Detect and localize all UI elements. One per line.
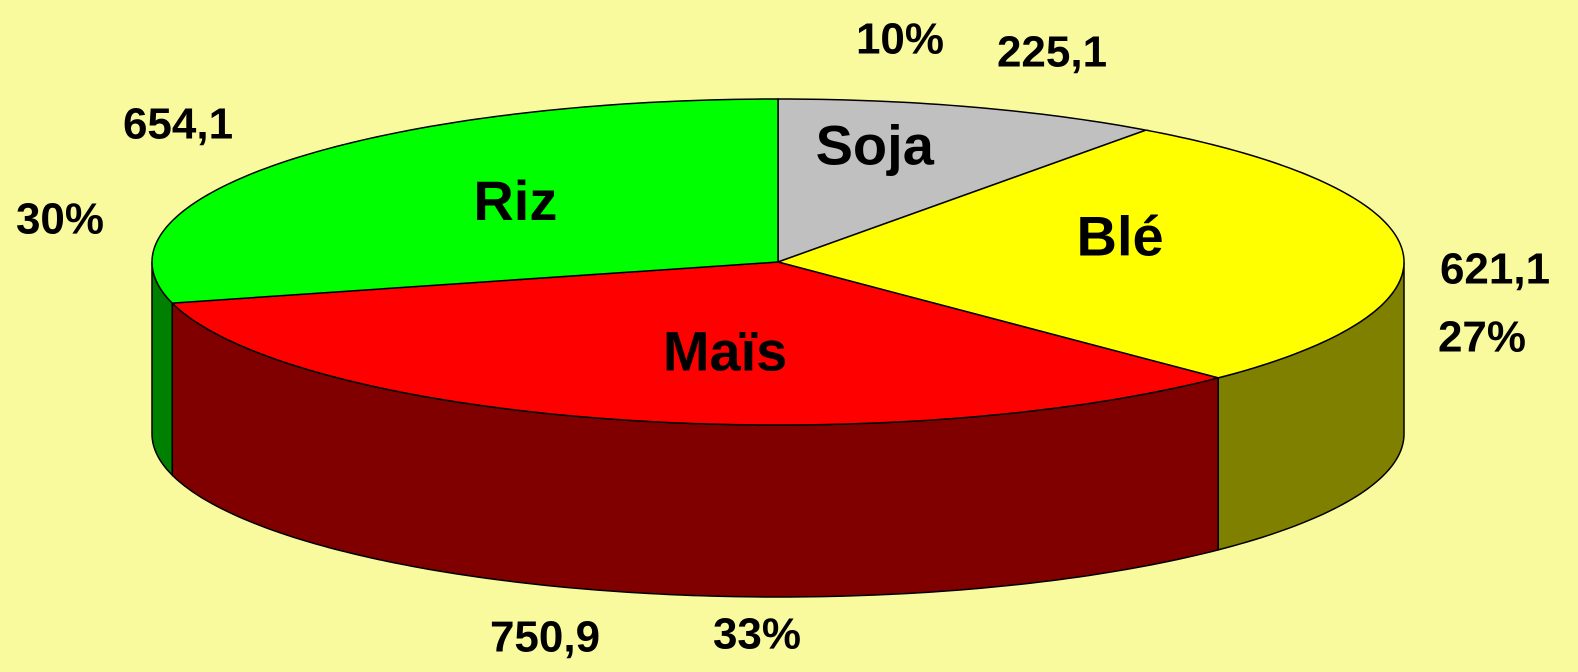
category-label: Blé [1077, 205, 1164, 268]
slice [777, 98, 1149, 264]
percentage-label: 27% [1438, 313, 1526, 362]
percentage-label: 33% [713, 610, 801, 659]
slice [151, 98, 779, 304]
value-label: 654,1 [123, 100, 233, 149]
category-label: Soja [816, 113, 935, 176]
category-label: Riz [473, 169, 557, 232]
slice [775, 129, 1405, 379]
percentage-label: 30% [16, 195, 104, 244]
percentage-label: 10% [856, 15, 944, 64]
value-label: 225,1 [997, 28, 1107, 77]
category-label: Maïs [663, 319, 788, 382]
value-label: 621,1 [1440, 245, 1550, 294]
slice [170, 261, 1222, 426]
value-label: 750,9 [490, 613, 600, 662]
